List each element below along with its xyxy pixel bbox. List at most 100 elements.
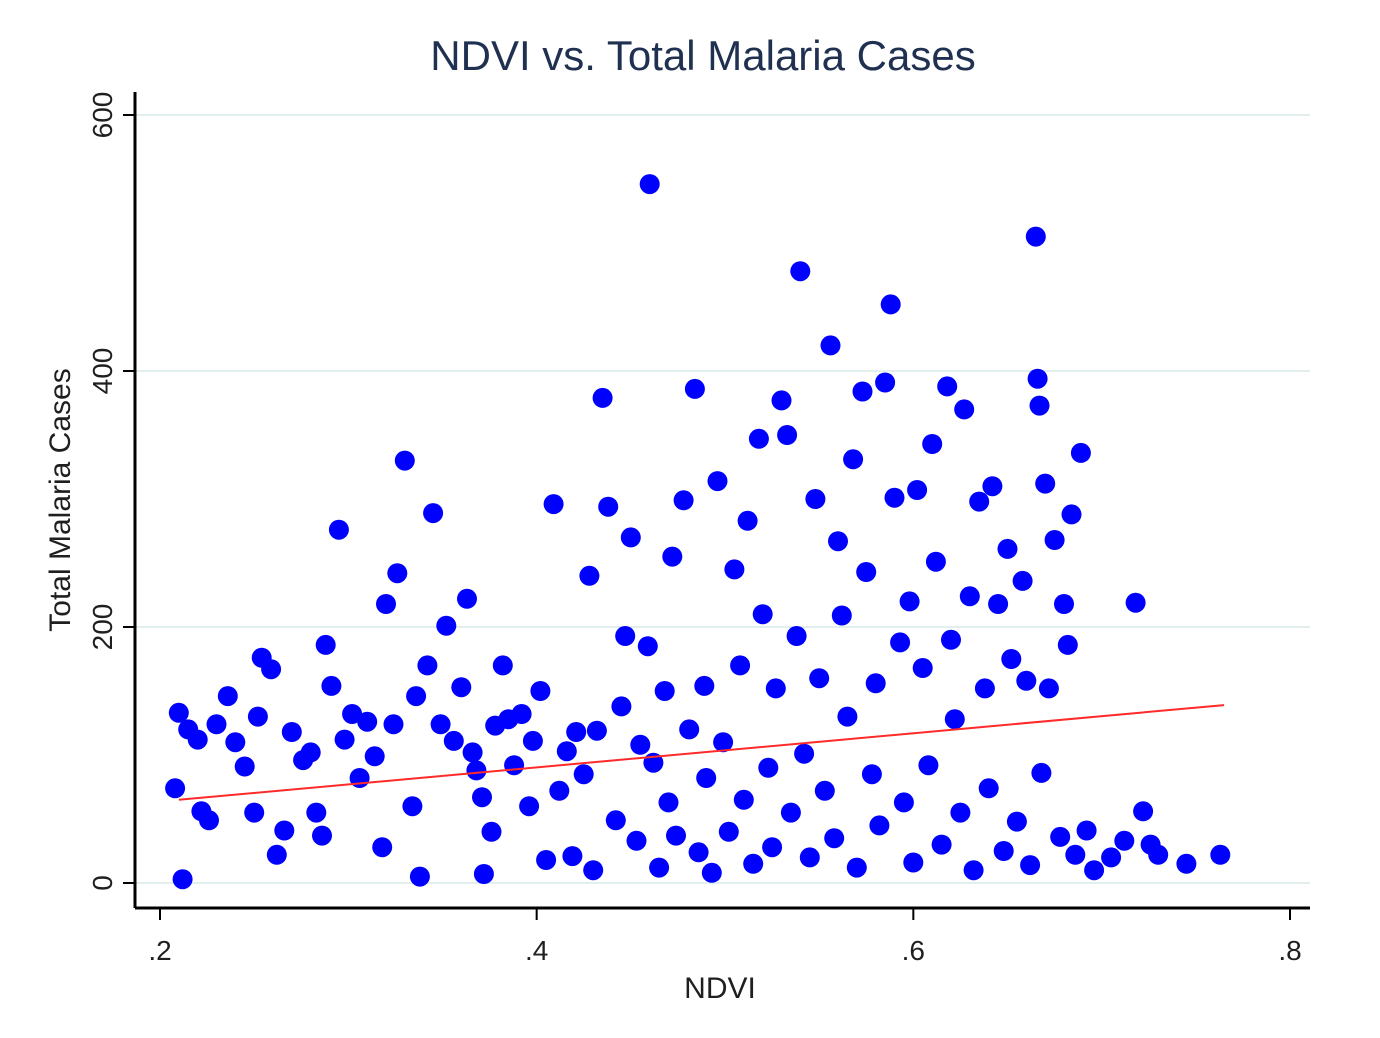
data-point bbox=[707, 471, 728, 492]
data-point bbox=[637, 636, 658, 657]
data-point bbox=[579, 565, 600, 586]
data-point bbox=[274, 820, 295, 841]
data-point bbox=[907, 480, 928, 500]
data-point bbox=[206, 714, 227, 735]
data-point bbox=[937, 376, 958, 397]
data-point bbox=[168, 702, 189, 723]
data-point bbox=[875, 372, 896, 393]
data-point bbox=[831, 605, 852, 626]
data-point bbox=[430, 714, 451, 735]
data-point bbox=[837, 706, 858, 727]
x-tick-label: .4 bbox=[525, 935, 548, 966]
data-point bbox=[342, 704, 363, 724]
data-point bbox=[1006, 811, 1027, 832]
data-point bbox=[504, 755, 525, 776]
data-point bbox=[963, 860, 984, 881]
data-point bbox=[786, 626, 807, 646]
data-point bbox=[944, 709, 965, 730]
data-point bbox=[199, 810, 219, 831]
data-point bbox=[724, 559, 745, 580]
data-point bbox=[662, 546, 683, 567]
data-point bbox=[737, 510, 758, 531]
y-axis-label: Total Malaria Cases bbox=[44, 368, 77, 631]
data-point bbox=[472, 787, 492, 808]
data-point bbox=[809, 668, 830, 689]
data-point bbox=[843, 449, 864, 470]
data-point bbox=[626, 830, 647, 851]
data-point bbox=[556, 741, 577, 762]
data-point bbox=[903, 852, 924, 873]
data-point bbox=[266, 844, 287, 865]
data-point bbox=[387, 563, 408, 584]
y-tick-label: 0 bbox=[87, 875, 118, 891]
data-point bbox=[522, 730, 543, 751]
data-point bbox=[1210, 844, 1231, 865]
data-point bbox=[620, 527, 641, 548]
data-point bbox=[530, 681, 551, 701]
data-point bbox=[696, 768, 717, 788]
data-point bbox=[771, 390, 792, 411]
data-point bbox=[762, 837, 783, 858]
data-point bbox=[743, 853, 764, 874]
data-point bbox=[777, 425, 798, 445]
data-point bbox=[1050, 826, 1071, 847]
data-point bbox=[997, 538, 1018, 559]
x-tick-label: .8 bbox=[1278, 935, 1301, 966]
data-point bbox=[165, 778, 186, 799]
data-point bbox=[713, 732, 734, 753]
data-point bbox=[794, 743, 815, 764]
data-point bbox=[519, 796, 540, 817]
data-point bbox=[357, 711, 378, 732]
data-point bbox=[592, 387, 613, 408]
data-point bbox=[234, 756, 255, 777]
data-point bbox=[536, 850, 557, 870]
data-point bbox=[974, 678, 995, 699]
data-point bbox=[406, 686, 427, 707]
data-point bbox=[281, 722, 302, 742]
data-point bbox=[748, 428, 769, 449]
data-point bbox=[187, 729, 208, 750]
data-point bbox=[328, 519, 349, 540]
data-point bbox=[982, 476, 1003, 497]
y-tick-label: 600 bbox=[87, 92, 118, 139]
data-point bbox=[364, 746, 385, 767]
data-point bbox=[959, 586, 980, 607]
data-point bbox=[1076, 820, 1097, 841]
data-point bbox=[988, 594, 1009, 614]
data-point bbox=[993, 841, 1014, 861]
data-point bbox=[978, 778, 999, 799]
fit-line-group bbox=[178, 704, 1225, 801]
data-point bbox=[824, 828, 845, 849]
data-point bbox=[549, 780, 570, 801]
data-point bbox=[1029, 395, 1050, 416]
data-point bbox=[583, 860, 604, 881]
data-point bbox=[899, 591, 920, 612]
data-point bbox=[1057, 634, 1078, 655]
data-point bbox=[922, 434, 943, 454]
data-point bbox=[1035, 473, 1056, 494]
data-point bbox=[1070, 442, 1091, 463]
data-point bbox=[312, 825, 332, 846]
data-point bbox=[1054, 594, 1074, 614]
data-point bbox=[869, 815, 890, 836]
data-point bbox=[615, 626, 636, 646]
data-point bbox=[1065, 844, 1086, 865]
data-point bbox=[852, 381, 873, 402]
data-point bbox=[1012, 570, 1033, 591]
data-point bbox=[846, 857, 867, 878]
data-point bbox=[654, 681, 675, 701]
data-point bbox=[417, 655, 438, 676]
data-point bbox=[799, 847, 820, 868]
data-point bbox=[1001, 649, 1022, 669]
data-point bbox=[639, 174, 660, 195]
data-point bbox=[409, 866, 430, 887]
x-tick-label: .2 bbox=[148, 935, 171, 966]
data-point bbox=[423, 503, 444, 524]
data-point bbox=[780, 802, 801, 823]
data-point bbox=[865, 673, 886, 694]
data-point bbox=[861, 764, 882, 785]
data-point bbox=[543, 494, 564, 515]
data-point bbox=[300, 742, 321, 763]
data-point bbox=[598, 496, 619, 517]
data-point bbox=[918, 755, 939, 776]
